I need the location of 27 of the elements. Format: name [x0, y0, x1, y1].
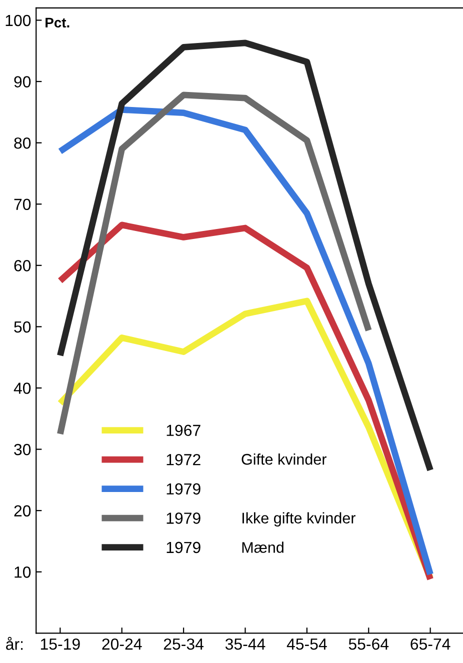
y-tick-label: 40	[14, 382, 31, 394]
annotation: Gifte kvinder	[242, 454, 326, 465]
y-tick-label: 30	[14, 444, 31, 456]
x-tick-label: 20-24	[102, 638, 142, 650]
y-axis-title: Pct.	[46, 18, 70, 28]
x-tick-label: 45-54	[286, 638, 327, 650]
annotation: Mænd	[242, 542, 284, 553]
y-tick-label: 90	[14, 76, 31, 88]
annotation: Ikke gifte kvinder	[242, 512, 356, 527]
legend-label: 1979	[166, 542, 200, 554]
y-tick-label: 10	[14, 566, 31, 578]
x-tick-label: 65-74	[410, 638, 450, 650]
x-axis-title: år:	[6, 636, 23, 650]
legend-label: 1967	[166, 424, 200, 436]
y-tick-label: 100	[6, 14, 31, 26]
x-tick-label: 35-44	[225, 638, 266, 650]
legend-label: 1979	[166, 483, 200, 495]
x-tick-label: 15-19	[40, 638, 80, 650]
legend-label: 1979	[166, 512, 200, 524]
x-tick-label: 25-34	[164, 638, 204, 650]
legend-label: 1972	[166, 454, 200, 466]
y-tick-label: 70	[14, 198, 31, 210]
x-tick-label: 55-64	[348, 638, 389, 650]
y-tick-label: 80	[14, 137, 31, 149]
y-tick-label: 50	[14, 321, 31, 333]
y-tick-label: 20	[14, 505, 31, 517]
y-tick-label: 60	[14, 260, 31, 272]
